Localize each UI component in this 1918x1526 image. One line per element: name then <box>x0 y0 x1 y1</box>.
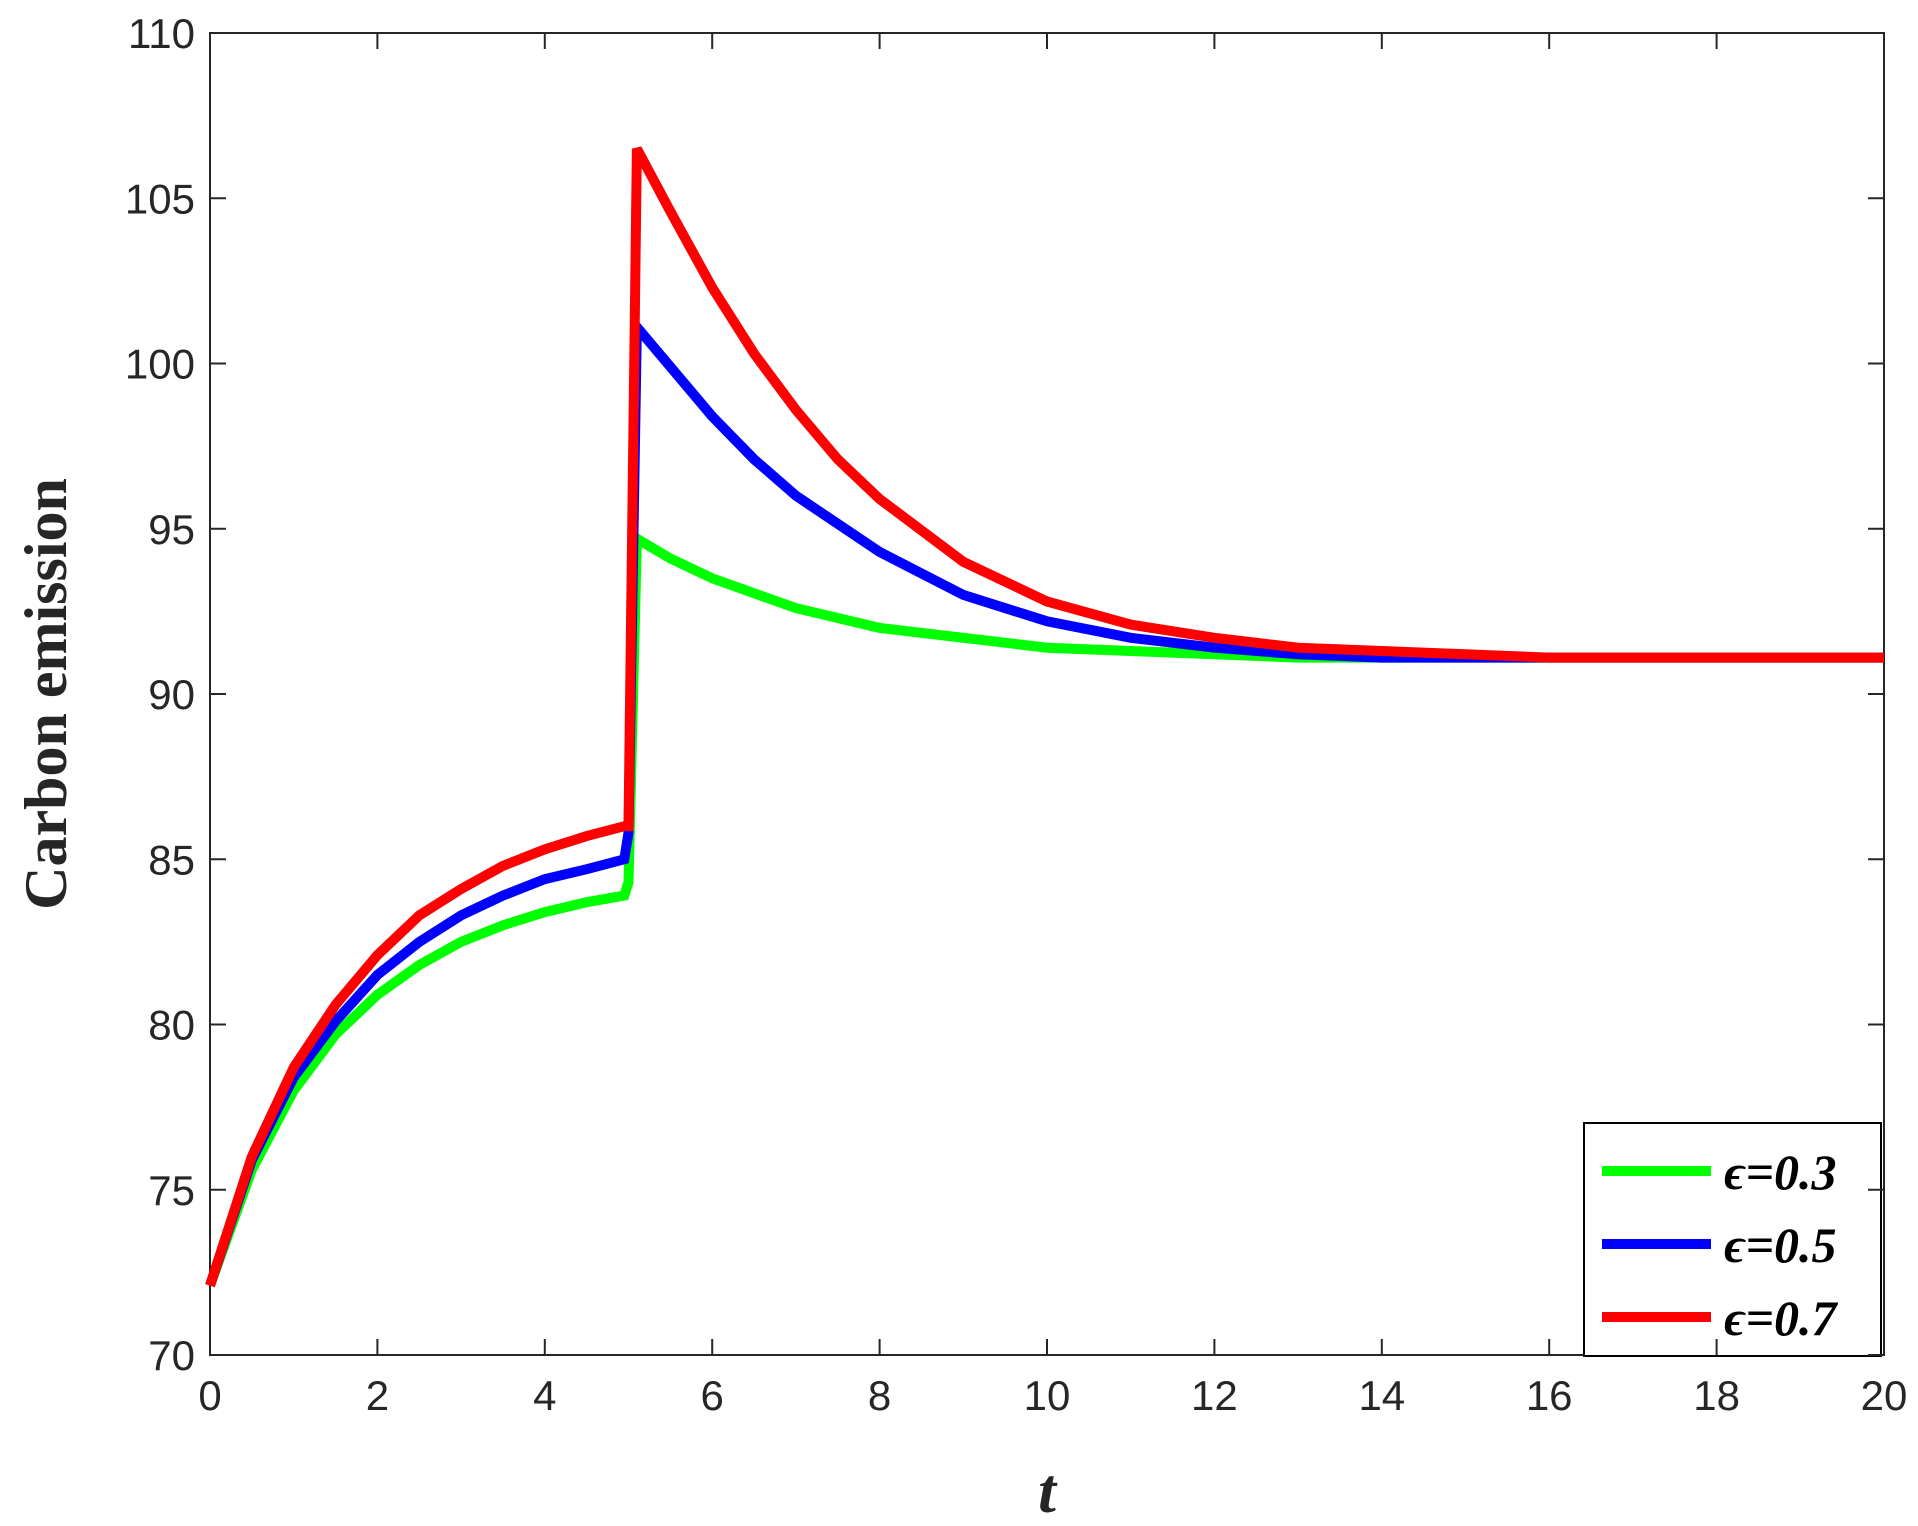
series-line-3 <box>205 146 1884 1288</box>
x-axis-label: t <box>1038 1455 1058 1526</box>
legend-label-1: ϵ=0.3 <box>1724 1144 1837 1200</box>
x-tick-label: 16 <box>1526 1372 1573 1419</box>
x-tick-label: 14 <box>1358 1372 1405 1419</box>
axis-ticks: 0 2 4 6 8 10 12 14 16 18 20 70 75 80 85 90 95 100 105 110 <box>125 10 1907 1419</box>
x-tick-label: 20 <box>1861 1372 1908 1419</box>
y-tick-label: 90 <box>148 671 195 718</box>
y-tick-label: 80 <box>148 1002 195 1049</box>
y-axis-label: Carbon emission <box>13 478 79 910</box>
x-tick-label: 4 <box>533 1372 556 1419</box>
axis-labels: t Carbon emission <box>13 478 1058 1526</box>
y-tick-label: 105 <box>125 175 195 222</box>
y-tick-label: 110 <box>128 10 195 57</box>
x-tick-label: 2 <box>366 1372 389 1419</box>
y-tick-label: 85 <box>148 836 195 883</box>
x-tick-label: 8 <box>868 1372 891 1419</box>
legend: ϵ=0.3 ϵ=0.5 ϵ=0.7 <box>1583 1122 1882 1357</box>
x-tick-label: 6 <box>701 1372 724 1419</box>
x-tick-label: 0 <box>198 1372 221 1419</box>
legend-label-3: ϵ=0.7 <box>1724 1290 1839 1346</box>
y-tick-label: 70 <box>148 1332 195 1379</box>
y-tick-label: 95 <box>148 506 195 553</box>
x-tick-label: 10 <box>1024 1372 1071 1419</box>
x-tick-label: 12 <box>1191 1372 1238 1419</box>
series-lines <box>205 146 1884 1288</box>
y-tick-label: 100 <box>125 341 195 388</box>
y-tick-label: 75 <box>148 1167 195 1214</box>
legend-label-2: ϵ=0.5 <box>1724 1217 1837 1273</box>
x-tick-label: 18 <box>1693 1372 1740 1419</box>
